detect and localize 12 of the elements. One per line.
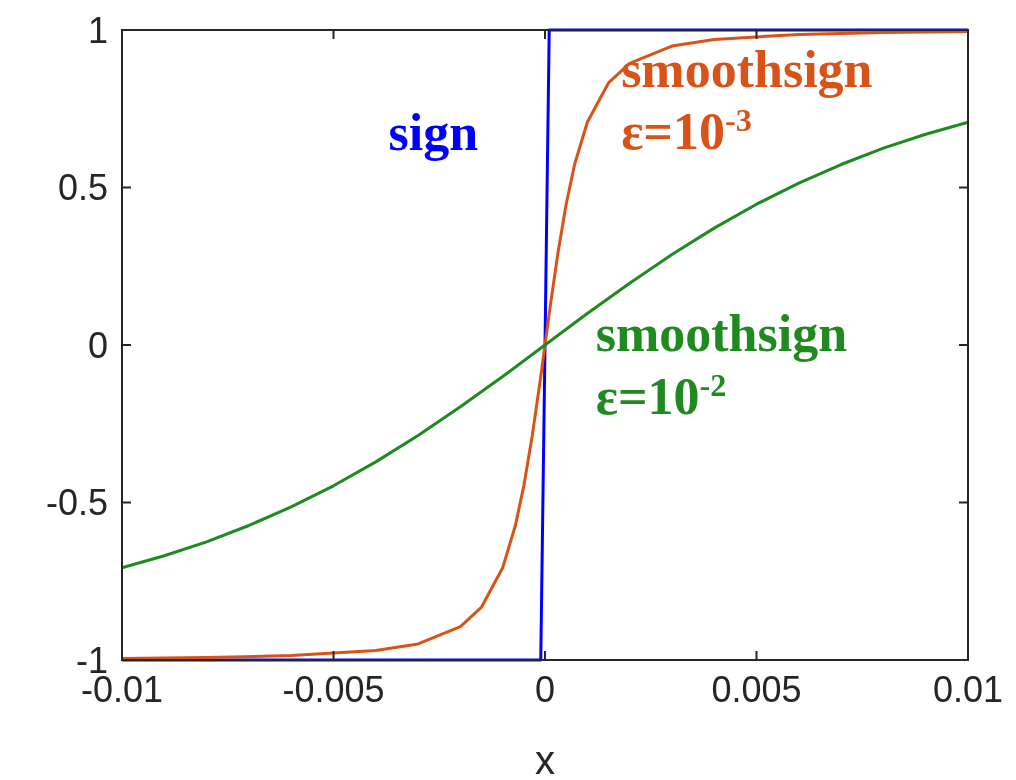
- y-tick-label: 0.5: [57, 167, 108, 209]
- x-tick-label: 0: [534, 669, 556, 710]
- series-label: sign: [388, 103, 479, 161]
- y-tick-label: -0.5: [45, 482, 108, 524]
- x-tick-label: 0.01: [932, 669, 1004, 710]
- x-tick-label: -0.005: [282, 669, 385, 710]
- x-axis-title: x: [535, 738, 555, 780]
- series-label: smoothsign ε=10$^{-2}$: [595, 305, 848, 425]
- series-label: smoothsign ε=10$^{-3}$: [621, 40, 873, 161]
- y-tick-label: 1: [87, 9, 108, 51]
- x-tick-label: 0.005: [711, 669, 802, 710]
- y-tick-label: 0: [87, 324, 108, 366]
